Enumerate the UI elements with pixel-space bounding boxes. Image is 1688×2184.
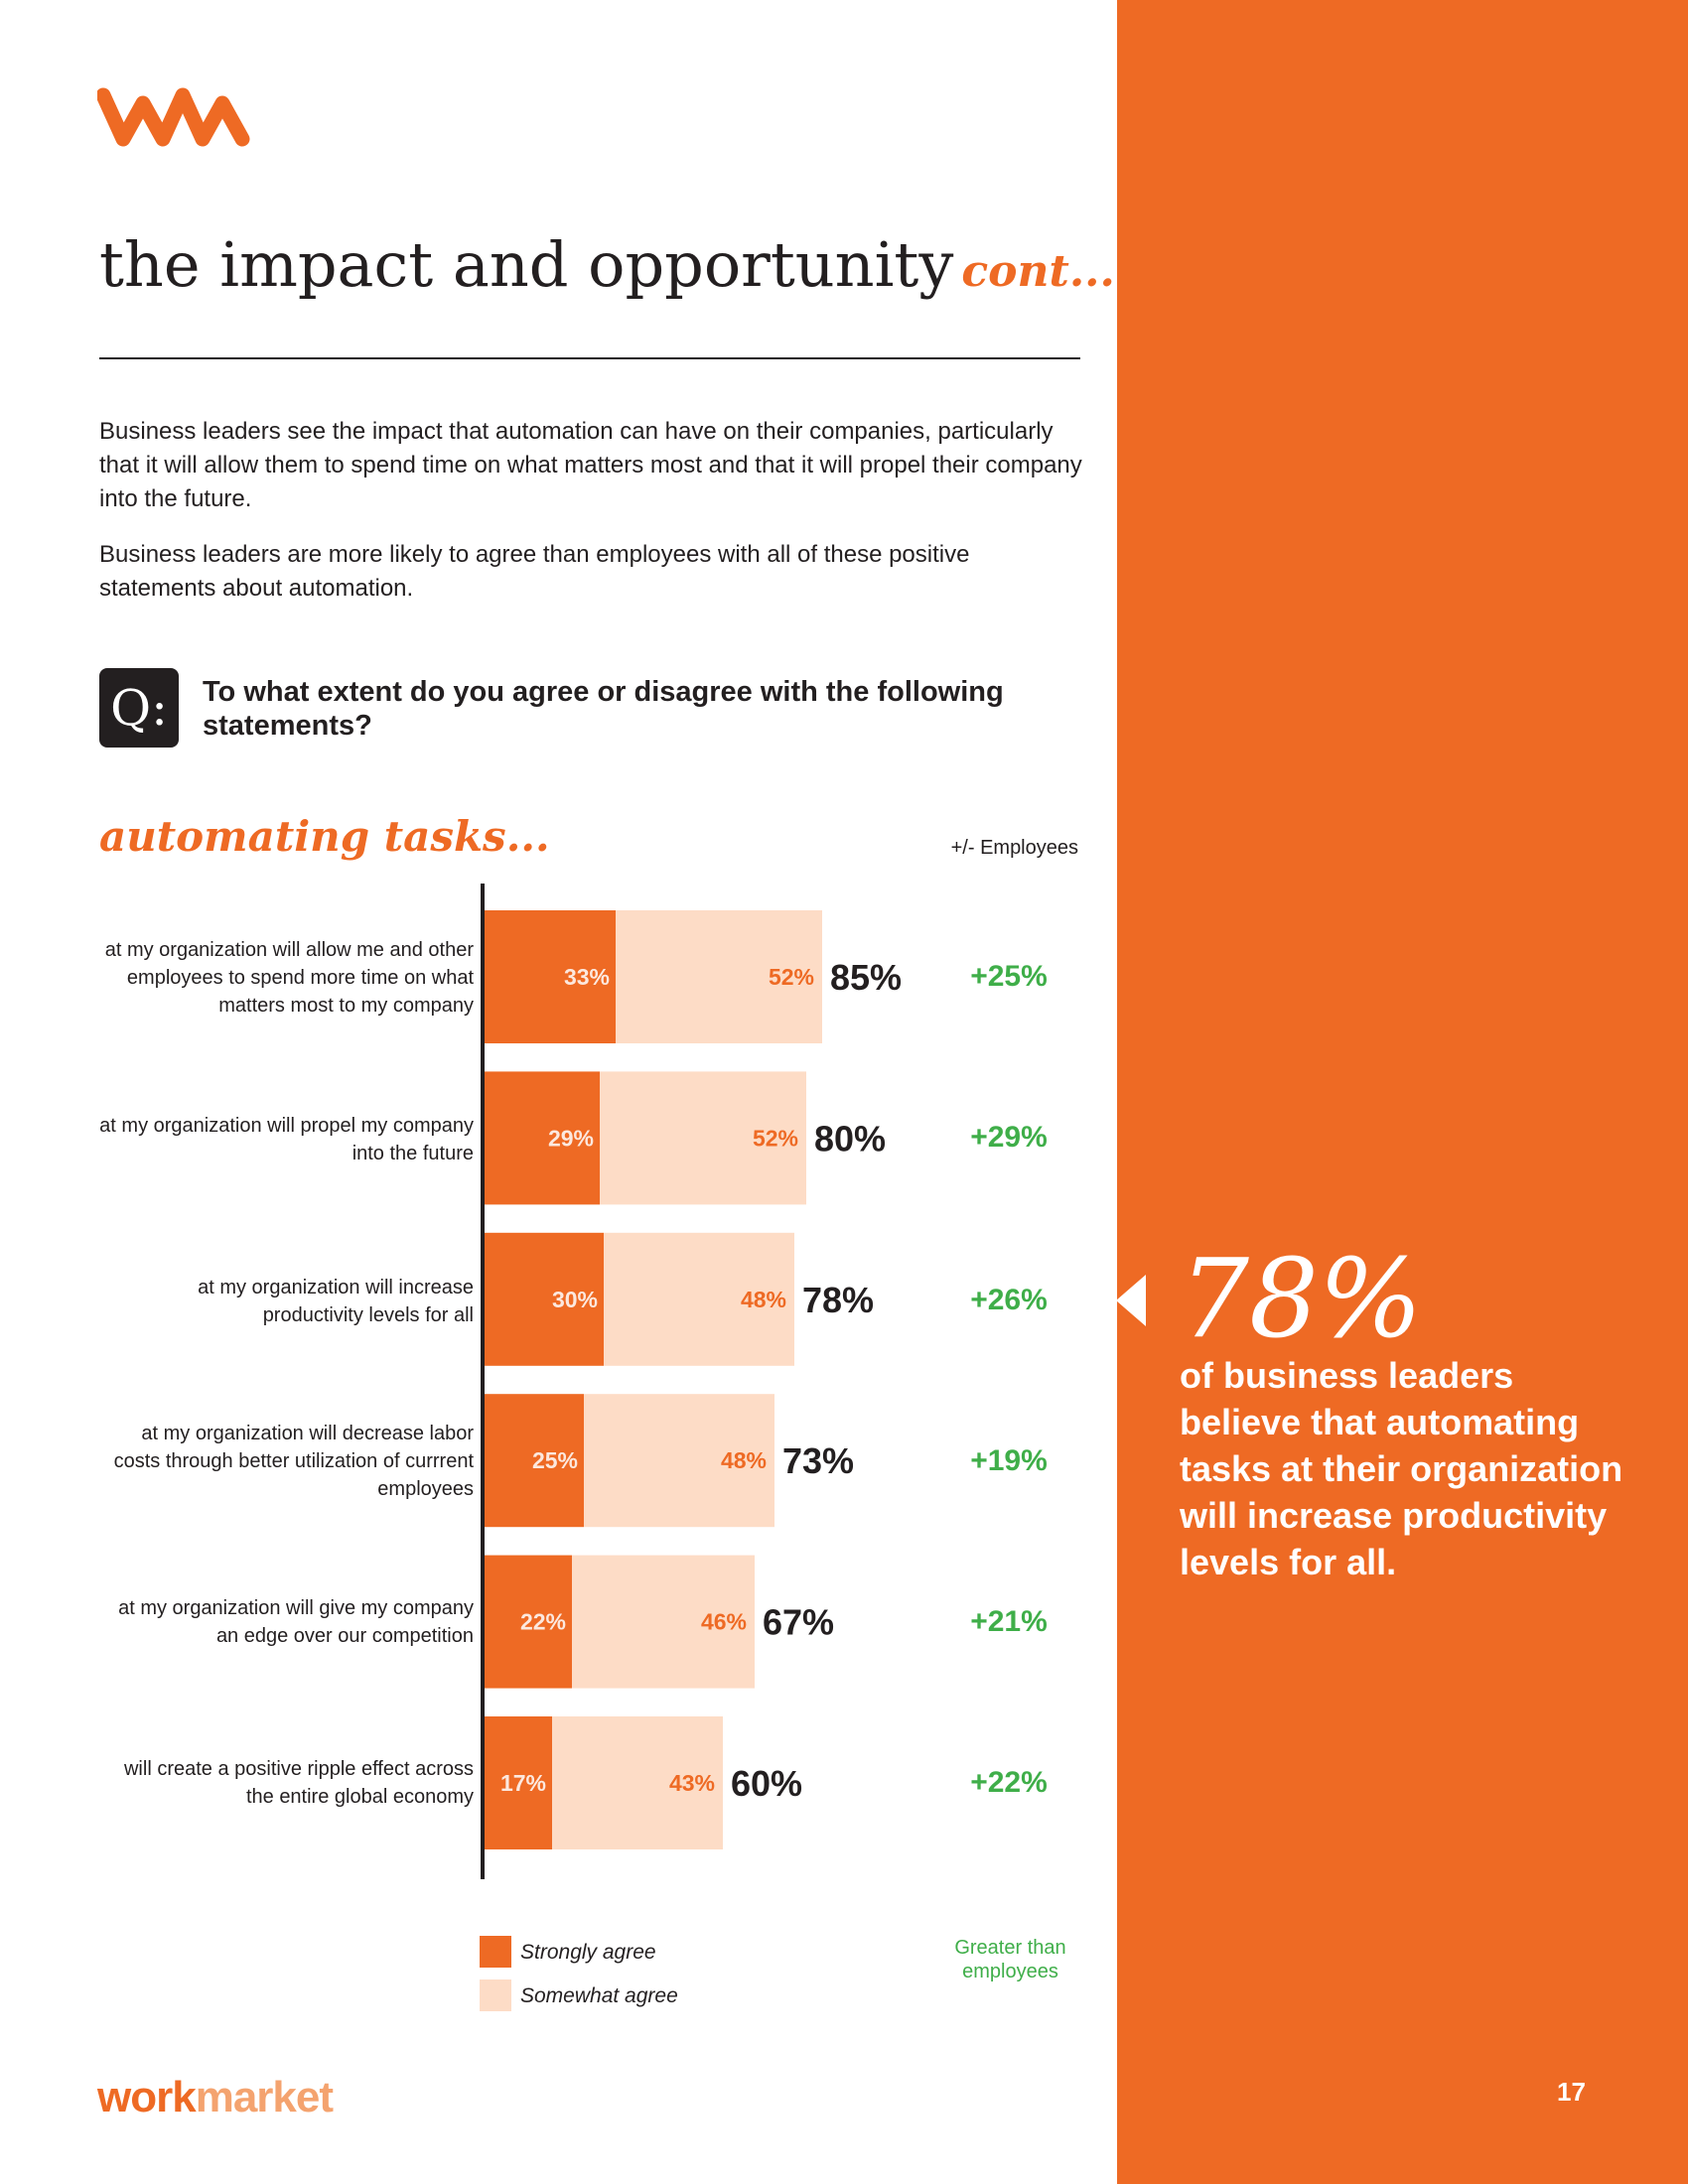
- label-somewhat-agree: 52%: [769, 964, 814, 990]
- label-strongly-agree: 17%: [500, 1770, 546, 1796]
- bar-somewhat-agree: [604, 1232, 794, 1366]
- employee-delta: +29%: [970, 1121, 1048, 1154]
- legend-swatch-strongly-agree: [480, 1936, 511, 1968]
- legend-label-somewhat-agree: Somewhat agree: [520, 1984, 678, 2007]
- bar-strongly-agree: [485, 910, 616, 1043]
- label-somewhat-agree: 43%: [669, 1770, 715, 1796]
- bar-strongly-agree: [485, 1716, 552, 1849]
- intro-paragraph: Business leaders see the impact that aut…: [99, 418, 1082, 512]
- employees-column-header: +/- Employees: [950, 837, 1078, 859]
- legend-swatch-somewhat-agree: [480, 1979, 511, 2011]
- total-label: 73%: [782, 1440, 854, 1481]
- label-somewhat-agree: 48%: [741, 1287, 786, 1312]
- stacked-bar-chart: 33% 52% 85% 29% 52% 80% 30% 48% 78% 25% 48% 73% 22% 4…: [481, 884, 902, 1879]
- bar-somewhat-agree: [584, 1394, 774, 1528]
- page-title-cont: cont...: [961, 246, 1115, 297]
- bar-strongly-agree: [485, 1071, 600, 1205]
- employee-delta: +26%: [970, 1284, 1048, 1316]
- bar-somewhat-agree: [600, 1071, 806, 1205]
- bar-strongly-agree: [485, 1232, 604, 1366]
- label-somewhat-agree: 52%: [753, 1125, 798, 1151]
- row-label: at my organization will allow me and oth…: [104, 939, 474, 1017]
- callout-stat: 78%: [1180, 1235, 1423, 1362]
- employee-delta: +22%: [970, 1766, 1048, 1799]
- greater-than-employees-note: Greater than employees: [954, 1937, 1066, 1982]
- total-label: 85%: [830, 957, 902, 998]
- bar-strongly-agree: [485, 1394, 584, 1528]
- orange-sidebar: [1117, 0, 1688, 2184]
- title-divider: [99, 357, 1080, 359]
- row-label: at my organization will increase product…: [198, 1277, 474, 1326]
- callout-arrow-icon: [1116, 1275, 1146, 1326]
- footer-brand-market: market: [195, 2073, 334, 2121]
- page-title: the impact and opportunity cont...: [99, 228, 1115, 301]
- total-label: 67%: [763, 1602, 834, 1643]
- workmarket-logo-icon: [97, 87, 250, 147]
- label-strongly-agree: 29%: [548, 1125, 594, 1151]
- total-label: 78%: [802, 1280, 874, 1320]
- chart-heading: automating tasks...: [99, 812, 550, 861]
- question-text: To what extent do you agree or disagree …: [203, 676, 1004, 742]
- footer-brand-logo: workmarket: [97, 2073, 334, 2122]
- label-strongly-agree: 25%: [532, 1447, 578, 1473]
- employee-delta: +21%: [970, 1605, 1048, 1638]
- legend-label-strongly-agree: Strongly agree: [520, 1941, 656, 1964]
- row-label: at my organization will give my company …: [118, 1597, 474, 1647]
- employee-delta: +19%: [970, 1444, 1048, 1477]
- total-label: 80%: [814, 1118, 886, 1159]
- label-somewhat-agree: 46%: [701, 1609, 747, 1635]
- page-title-main: the impact and opportunity: [99, 228, 954, 301]
- row-label: will create a positive ripple effect acr…: [123, 1758, 474, 1808]
- bar-somewhat-agree: [572, 1555, 755, 1689]
- label-somewhat-agree: 48%: [721, 1447, 767, 1473]
- label-strongly-agree: 22%: [520, 1609, 566, 1635]
- comparison-paragraph: Business leaders are more likely to agre…: [99, 541, 970, 602]
- label-strongly-agree: 30%: [552, 1287, 598, 1312]
- row-label: at my organization will propel my compan…: [99, 1115, 474, 1164]
- bar-somewhat-agree: [552, 1716, 723, 1849]
- label-strongly-agree: 33%: [564, 964, 610, 990]
- footer-brand-work: work: [97, 2073, 197, 2121]
- employee-delta: +25%: [970, 960, 1048, 993]
- page-number: 17: [1557, 2077, 1586, 2107]
- total-label: 60%: [731, 1763, 802, 1804]
- bar-somewhat-agree: [616, 910, 822, 1043]
- callout-text: of business leaders believe that automat…: [1180, 1355, 1623, 1582]
- bar-strongly-agree: [485, 1555, 572, 1689]
- row-label: at my organization will decrease labor c…: [113, 1423, 474, 1500]
- question-badge: Q:: [99, 668, 179, 748]
